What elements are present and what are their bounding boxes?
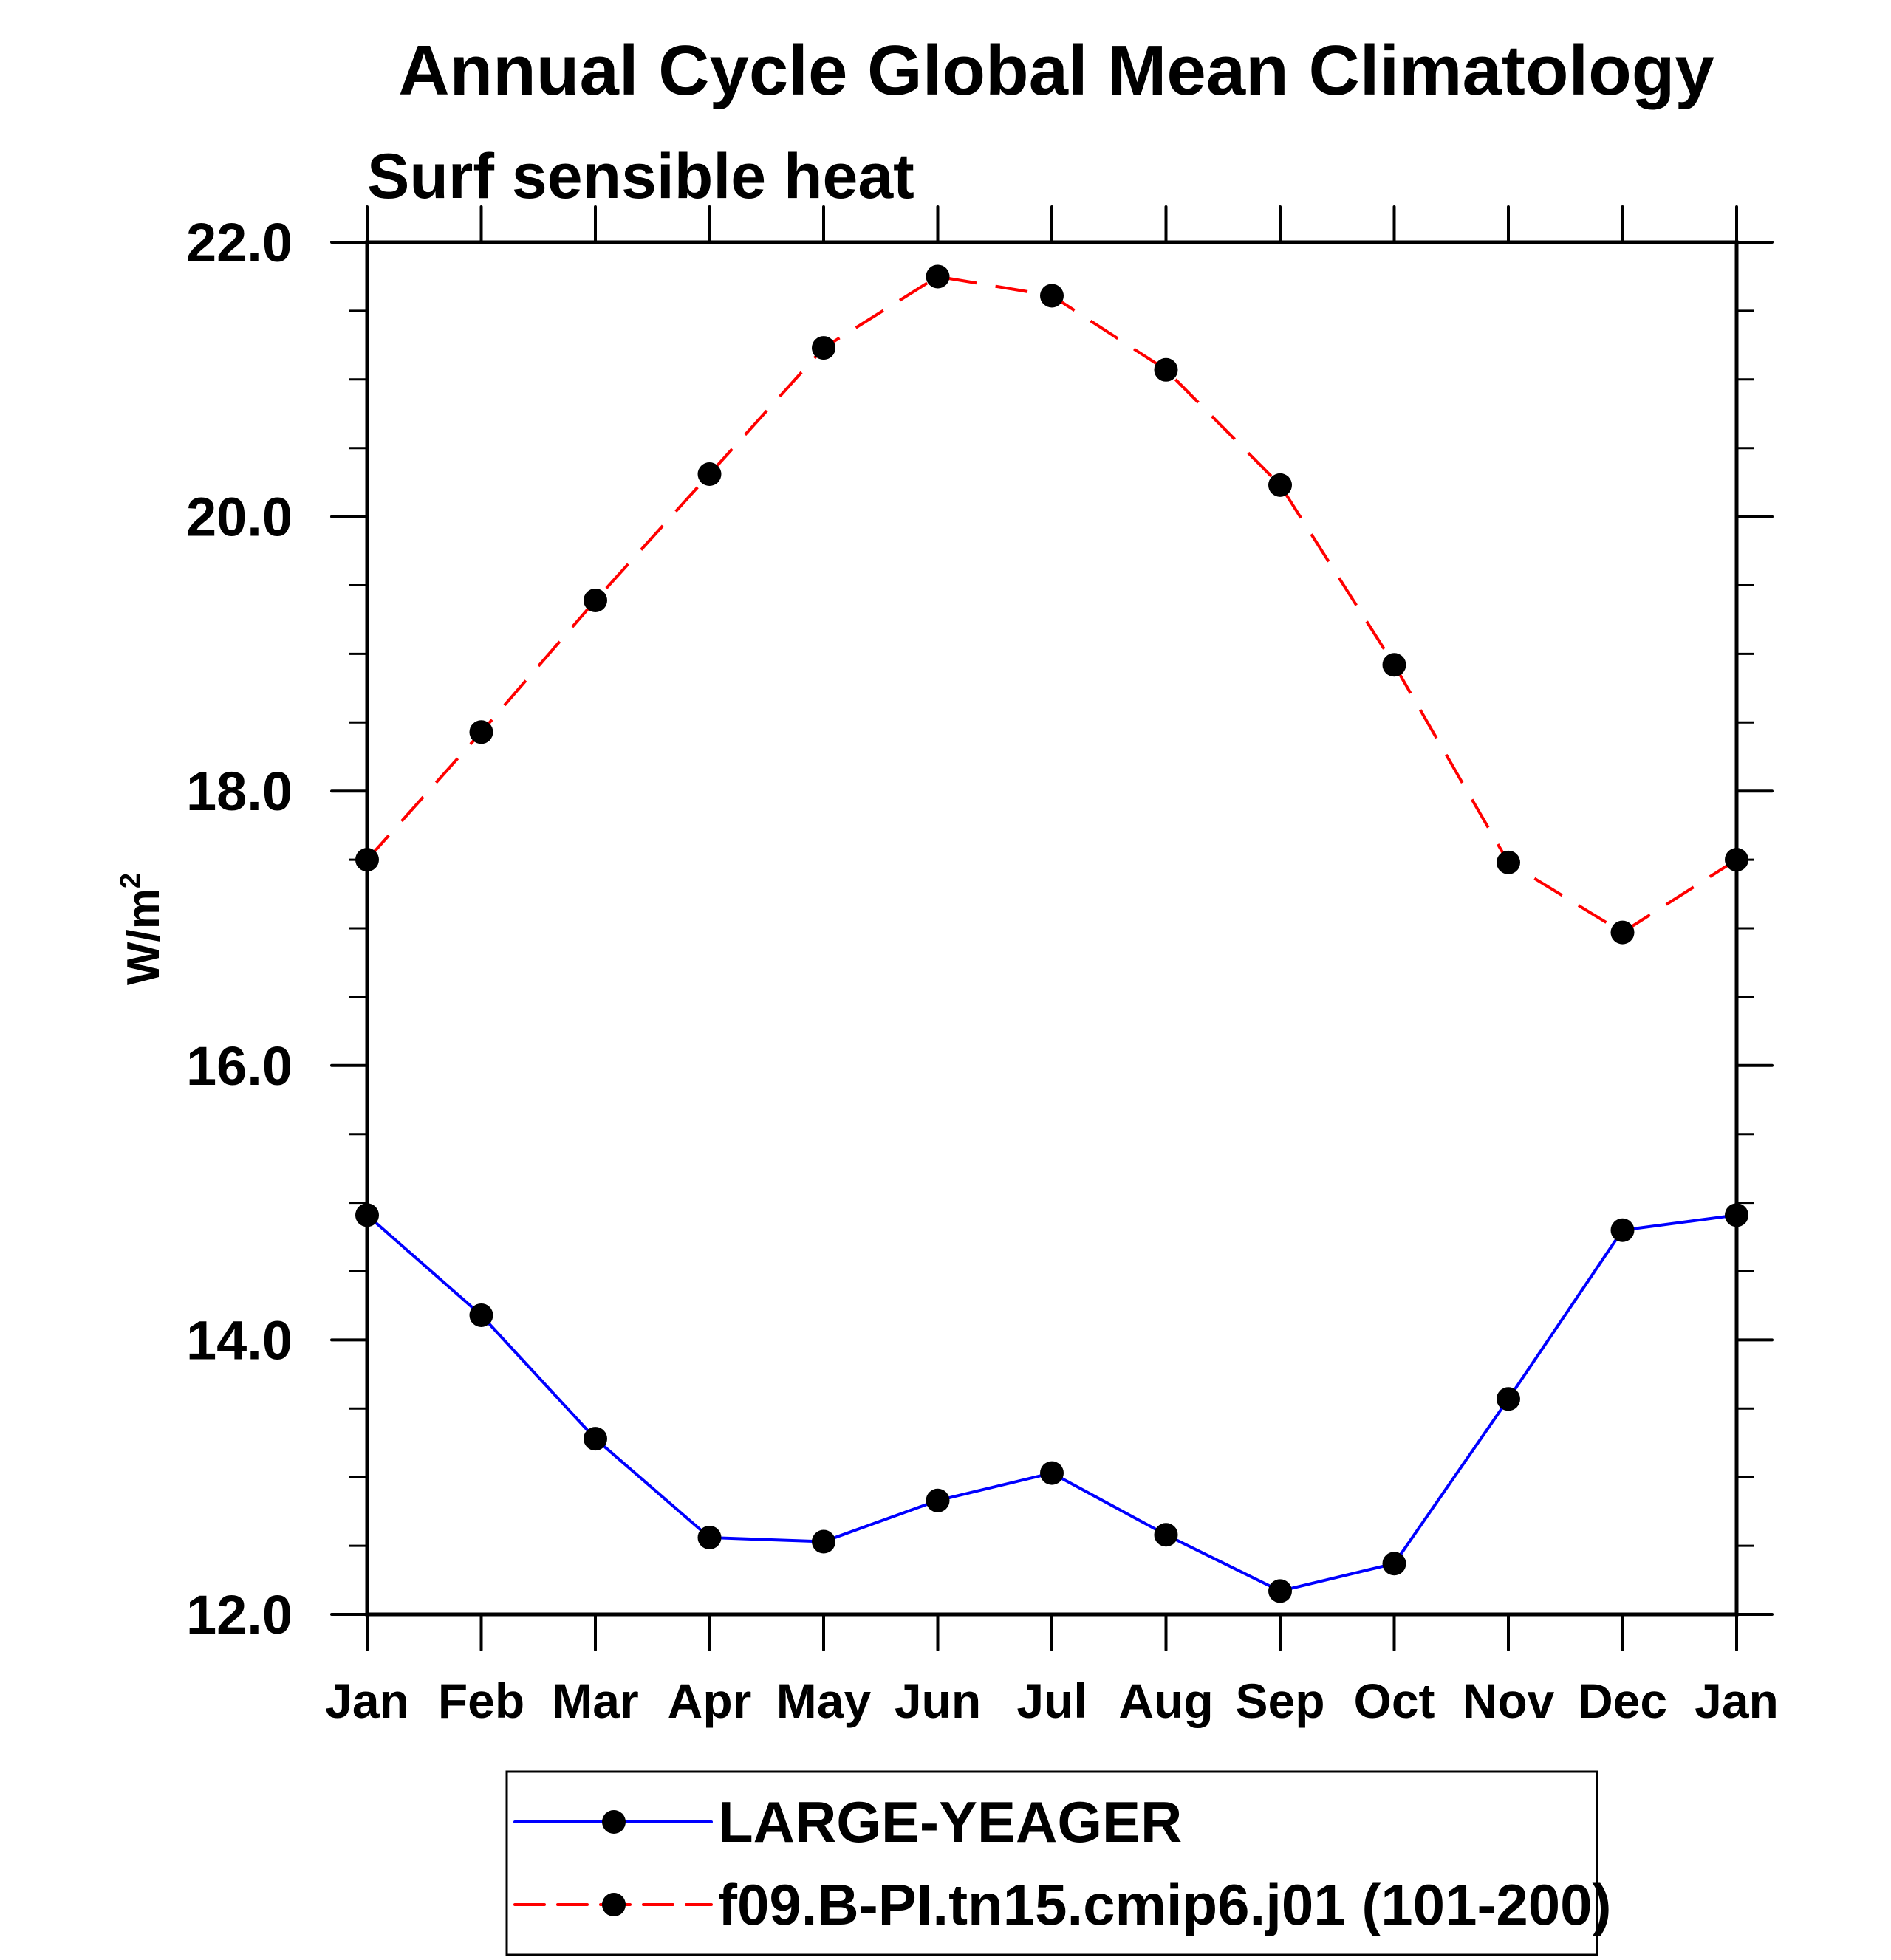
data-point [1725,848,1748,872]
data-point [697,1525,722,1549]
x-tick-label: Jun [895,1673,981,1728]
legend: LARGE-YEAGER f09.B-PI.tn15.cmip6.j01 (10… [505,1770,1612,1956]
y-tick-labels: 12.0 14.0 16.0 18.0 20.0 22.0 [186,212,293,1645]
data-point [1382,653,1406,677]
series-layer [355,264,1748,1603]
data-point [1725,1203,1748,1227]
y-tick-label: 22.0 [186,212,293,273]
x-tick-label: Dec [1578,1673,1667,1728]
data-point [355,848,379,872]
data-point [584,588,607,612]
data-point [1497,1387,1520,1411]
y-tick-label: 20.0 [186,487,293,548]
data-point [1040,1461,1064,1485]
x-tick-label: Feb [438,1673,524,1728]
legend-marker-0 [602,1810,626,1834]
y-tick-label: 16.0 [186,1035,293,1097]
y-axis-label-unit: W/m [118,888,169,985]
chart-title: Annual Cycle Global Mean Climatology [398,31,1714,110]
y-tick-label: 18.0 [186,761,293,822]
x-tick-label: Jan [1695,1673,1779,1728]
series-0 [355,1203,1748,1603]
data-point [469,720,493,744]
plot-frame [365,240,1739,1617]
series-line [366,275,1738,934]
x-tick-label: Apr [668,1673,752,1728]
series-line [366,1213,1737,1593]
data-point [469,1303,493,1327]
x-tick-label: Jan [325,1673,409,1728]
y-tick-label: 14.0 [186,1309,293,1371]
data-point [697,462,722,487]
legend-label-1: f09.B-PI.tn15.cmip6.j01 (101-200) [718,1872,1612,1937]
data-point [1497,850,1520,874]
y-tick-label: 12.0 [186,1584,293,1645]
data-point [1154,1523,1178,1547]
data-point [1268,1579,1292,1603]
data-point [812,1529,835,1554]
data-point [1154,357,1178,382]
y-axis-label-superscript: 2 [115,873,146,888]
data-point [926,1488,950,1512]
y-axis-label: W/m2 [115,873,169,985]
data-point [1040,284,1064,308]
data-point [812,336,835,360]
x-tick-label: Aug [1118,1673,1213,1728]
axes [330,205,1774,1651]
legend-marker-1 [602,1893,626,1916]
series-1 [355,264,1748,945]
chart-subtitle: Surf sensible heat [367,141,914,212]
x-tick-labels: Jan Feb Mar Apr May Jun Jul Aug Sep Oct Nov Dec Jan [325,1673,1779,1728]
data-point [1268,473,1292,497]
x-tick-label: Oct [1353,1673,1435,1728]
data-point [1610,920,1635,945]
x-tick-label: Mar [552,1673,638,1728]
legend-label-0: LARGE-YEAGER [718,1789,1182,1854]
x-tick-label: Sep [1235,1673,1324,1728]
legend-box [505,1770,1598,1956]
data-point [1382,1552,1406,1576]
x-tick-label: Nov [1463,1673,1555,1728]
x-tick-label: Jul [1016,1673,1087,1728]
x-tick-label: May [776,1673,872,1728]
data-point [926,264,950,289]
data-point [355,1203,379,1227]
data-point [584,1427,607,1451]
data-point [1610,1218,1635,1242]
